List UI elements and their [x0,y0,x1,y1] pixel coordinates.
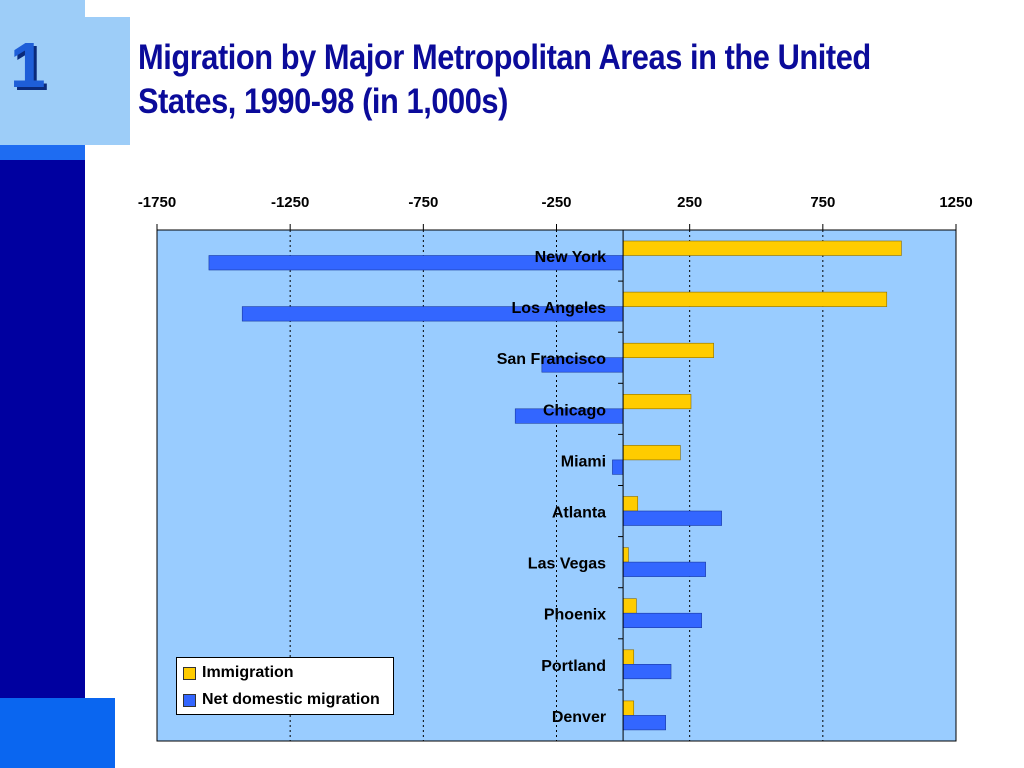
x-tick-label: 1250 [939,194,972,211]
category-label: Los Angeles [512,300,607,317]
category-label: Chicago [543,402,606,419]
bar-domestic [622,663,672,680]
category-label: San Francisco [497,351,607,368]
bar-domestic [622,510,722,526]
bar-immigration [622,342,714,359]
category-label: Phoenix [544,607,606,624]
legend-label-domestic: Net domestic migration [202,691,380,708]
sidebar-bottom-block [0,698,115,768]
bar-domestic [622,612,702,629]
bar-immigration [622,445,681,461]
bar-immigration [622,547,629,563]
legend-label-immigration: Immigration [202,664,294,681]
legend-item-immigration: Immigration [183,662,294,684]
x-tick-label: 250 [677,194,702,211]
category-label: Denver [552,709,606,726]
slide-number: 1 [10,29,46,101]
bar-immigration [622,393,692,410]
x-tick-label: -250 [541,194,571,211]
x-tick-label: -750 [408,194,438,211]
corner-strip [0,145,85,160]
bar-domestic [622,715,666,731]
slide-title: Migration by Major Metropolitan Areas in… [138,38,871,121]
bar-domestic [612,459,624,475]
bar-immigration [622,598,637,614]
number-box [85,17,130,145]
sidebar-bar [0,160,85,698]
bar-immigration [622,649,635,665]
bar-domestic [622,561,706,577]
bar-immigration [622,700,635,716]
legend-swatch-domestic [183,693,196,707]
corner-block [0,0,85,145]
bar-immigration [622,291,888,307]
x-tick-label: -1750 [138,194,176,211]
bar-immigration [622,496,639,512]
bar-immigration [622,240,902,256]
category-label: Miami [561,453,606,470]
chart-legend: Immigration Net domestic migration [176,657,394,715]
x-tick-label: -1250 [271,194,309,211]
legend-item-domestic: Net domestic migration [183,689,380,711]
category-label: Portland [541,658,606,675]
legend-swatch-immigration [183,666,196,680]
x-tick-label: 750 [810,194,835,211]
category-label: Atlanta [552,505,606,522]
category-label: New York [535,249,607,266]
category-label: Las Vegas [528,556,606,573]
